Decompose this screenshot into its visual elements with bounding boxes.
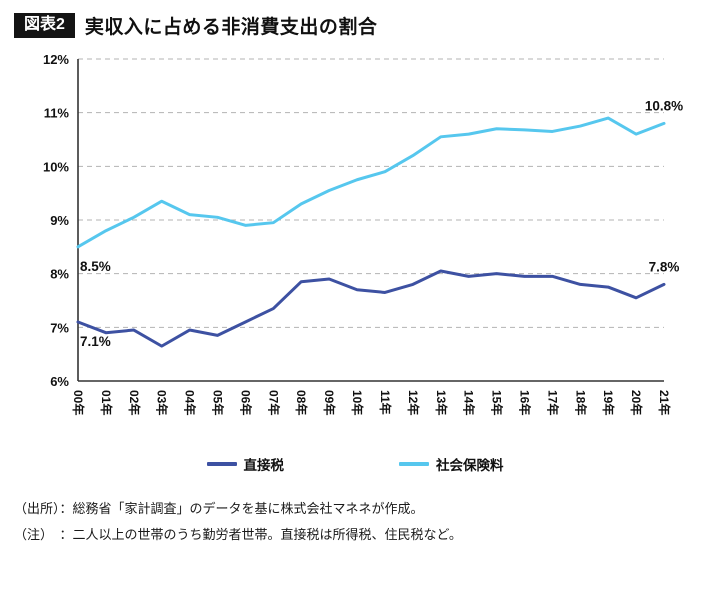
legend-swatch-direct-tax [206, 462, 237, 466]
data-label-annotation: 7.1% [80, 334, 111, 349]
legend-label-direct-tax: 直接税 [243, 458, 285, 473]
data-label-annotation: 10.8% [645, 98, 683, 113]
legend-item-direct-tax: 直接税 [206, 454, 285, 474]
y-tick-label: 11% [44, 106, 70, 121]
x-tick-label: 03年 [155, 390, 170, 415]
x-tick-label: 10年 [350, 390, 365, 415]
y-tick-label: 12% [43, 52, 69, 67]
chart-area: 6% 7% 8% 9% 10% 11% 12% 00年 01年 02年 03年 04年 05年 06年 07… [14, 43, 696, 452]
x-tick-label: 08年 [294, 390, 309, 415]
legend-label-social-insurance: 社会保険料 [436, 458, 504, 473]
y-tick-label: 6% [50, 374, 69, 389]
page-title: 実収入に占める非消費支出の割合 [84, 17, 378, 38]
general-note: （注） ：二人以上の世帯のうち勤労者世帯。直接税は所得税、住民税など。 [14, 527, 462, 542]
x-tick-label: 01年 [99, 390, 114, 415]
x-tick-label: 00年 [71, 390, 86, 415]
chart-header: 図表2 実収入に占める非消費支出の割合 [14, 12, 696, 39]
y-tick-label: 9% [50, 213, 69, 228]
x-tick-label: 19年 [601, 390, 616, 415]
legend-swatch-social-insurance [399, 462, 429, 466]
x-tick-label: 09年 [322, 390, 337, 415]
series-line-0 [76, 269, 666, 348]
figure-number-badge: 図表2 [14, 13, 75, 38]
source-note: （出所）：総務省「家計調査」のデータを基に株式会社マネネが作成。 [14, 501, 424, 516]
x-tick-label: 21年 [657, 390, 672, 415]
x-tick-label: 04年 [183, 390, 198, 415]
data-label-annotation: 8.5% [80, 259, 111, 274]
footnotes: （出所）：総務省「家計調査」のデータを基に株式会社マネネが作成。 （注） ：二人… [14, 496, 696, 548]
legend-item-social-insurance: 社会保険料 [399, 454, 504, 474]
y-tick-label: 7% [50, 320, 69, 335]
data-label-annotation: 7.8% [649, 259, 680, 274]
x-tick-label: 05年 [211, 390, 226, 415]
page: 図表2 実収入に占める非消費支出の割合 6% 7% 8% 9% 10% 11% 12% 00年… [14, 12, 696, 548]
x-tick-label: 17年 [545, 390, 560, 415]
series-line-1 [76, 116, 666, 249]
x-tick-label: 11年 [378, 390, 393, 415]
x-tick-label: 02年 [127, 390, 142, 415]
x-tick-label: 14年 [462, 390, 477, 415]
chart-legend: 直接税 社会保険料 [14, 454, 696, 474]
x-tick-label: 20年 [629, 390, 644, 415]
line-chart: 6% 7% 8% 9% 10% 11% 12% 00年 01年 02年 03年 04年 05年 06年 07… [43, 52, 683, 415]
y-tick-label: 10% [43, 159, 69, 174]
x-tick-label: 06年 [238, 390, 253, 415]
x-tick-label: 18年 [573, 390, 588, 415]
x-tick-label: 13年 [434, 390, 449, 415]
x-tick-label: 07年 [266, 390, 281, 415]
x-tick-label: 15年 [490, 390, 505, 415]
x-tick-label: 16年 [517, 390, 532, 415]
y-tick-label: 8% [50, 267, 69, 282]
x-tick-label: 12年 [406, 390, 421, 415]
